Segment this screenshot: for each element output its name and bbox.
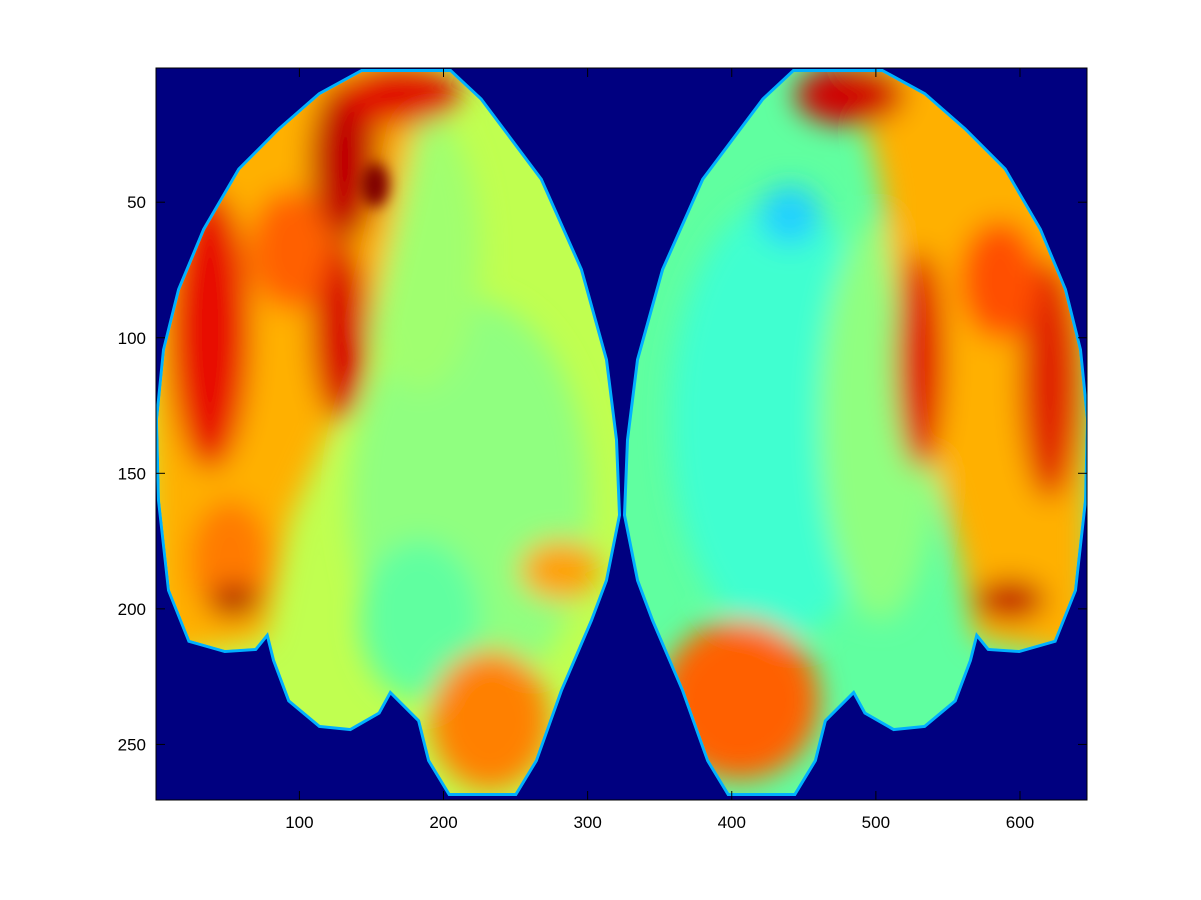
x-tick-label: 500 <box>862 813 890 832</box>
x-tick-label: 300 <box>573 813 601 832</box>
x-tick-label: 200 <box>429 813 457 832</box>
y-tick-label: 250 <box>118 735 146 754</box>
y-tick-label: 100 <box>118 329 146 348</box>
x-tick-label: 600 <box>1006 813 1034 832</box>
y-tick-label: 50 <box>127 193 146 212</box>
axes-box <box>155 67 1088 801</box>
x-tick-label: 100 <box>285 813 313 832</box>
y-tick-label: 150 <box>118 464 146 483</box>
y-tick-label: 200 <box>118 600 146 619</box>
x-tick-label: 400 <box>718 813 746 832</box>
image <box>150 60 1090 800</box>
